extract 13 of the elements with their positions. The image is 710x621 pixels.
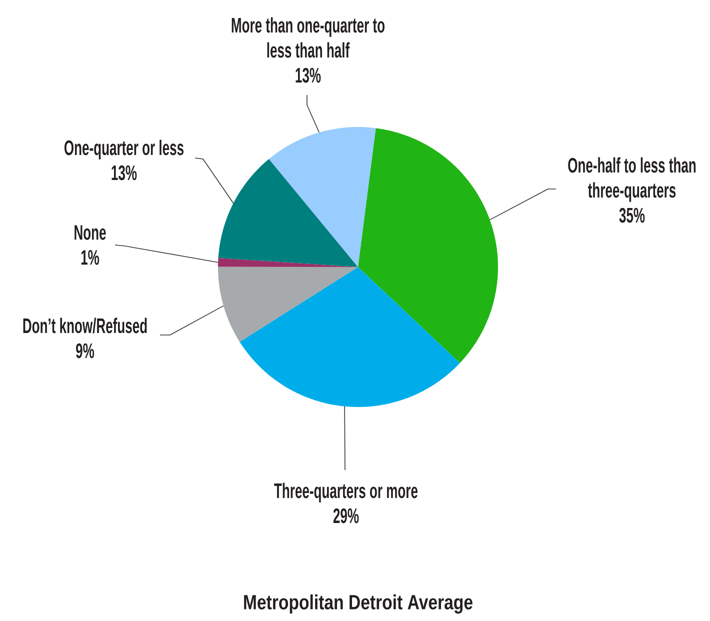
- slice-label: More than one-quarter to less than half: [232, 17, 385, 58]
- slice-label: Three-quarters or more: [274, 482, 418, 502]
- data-label: 13%: [296, 68, 321, 83]
- text: Metropolitan Detroit Average: [244, 594, 472, 614]
- data-label: 1%: [81, 250, 100, 265]
- data-label: 9%: [76, 343, 94, 358]
- slice-label: Don’t know/Refused: [23, 318, 147, 334]
- slice-label: One-quarter or less: [64, 140, 184, 160]
- slice-label: One-half to less than three-quarters: [568, 157, 696, 202]
- slice-label: None: [74, 225, 106, 240]
- data-label: 13%: [112, 165, 137, 180]
- data-label: 35%: [619, 208, 645, 223]
- data-label: 29%: [333, 508, 359, 524]
